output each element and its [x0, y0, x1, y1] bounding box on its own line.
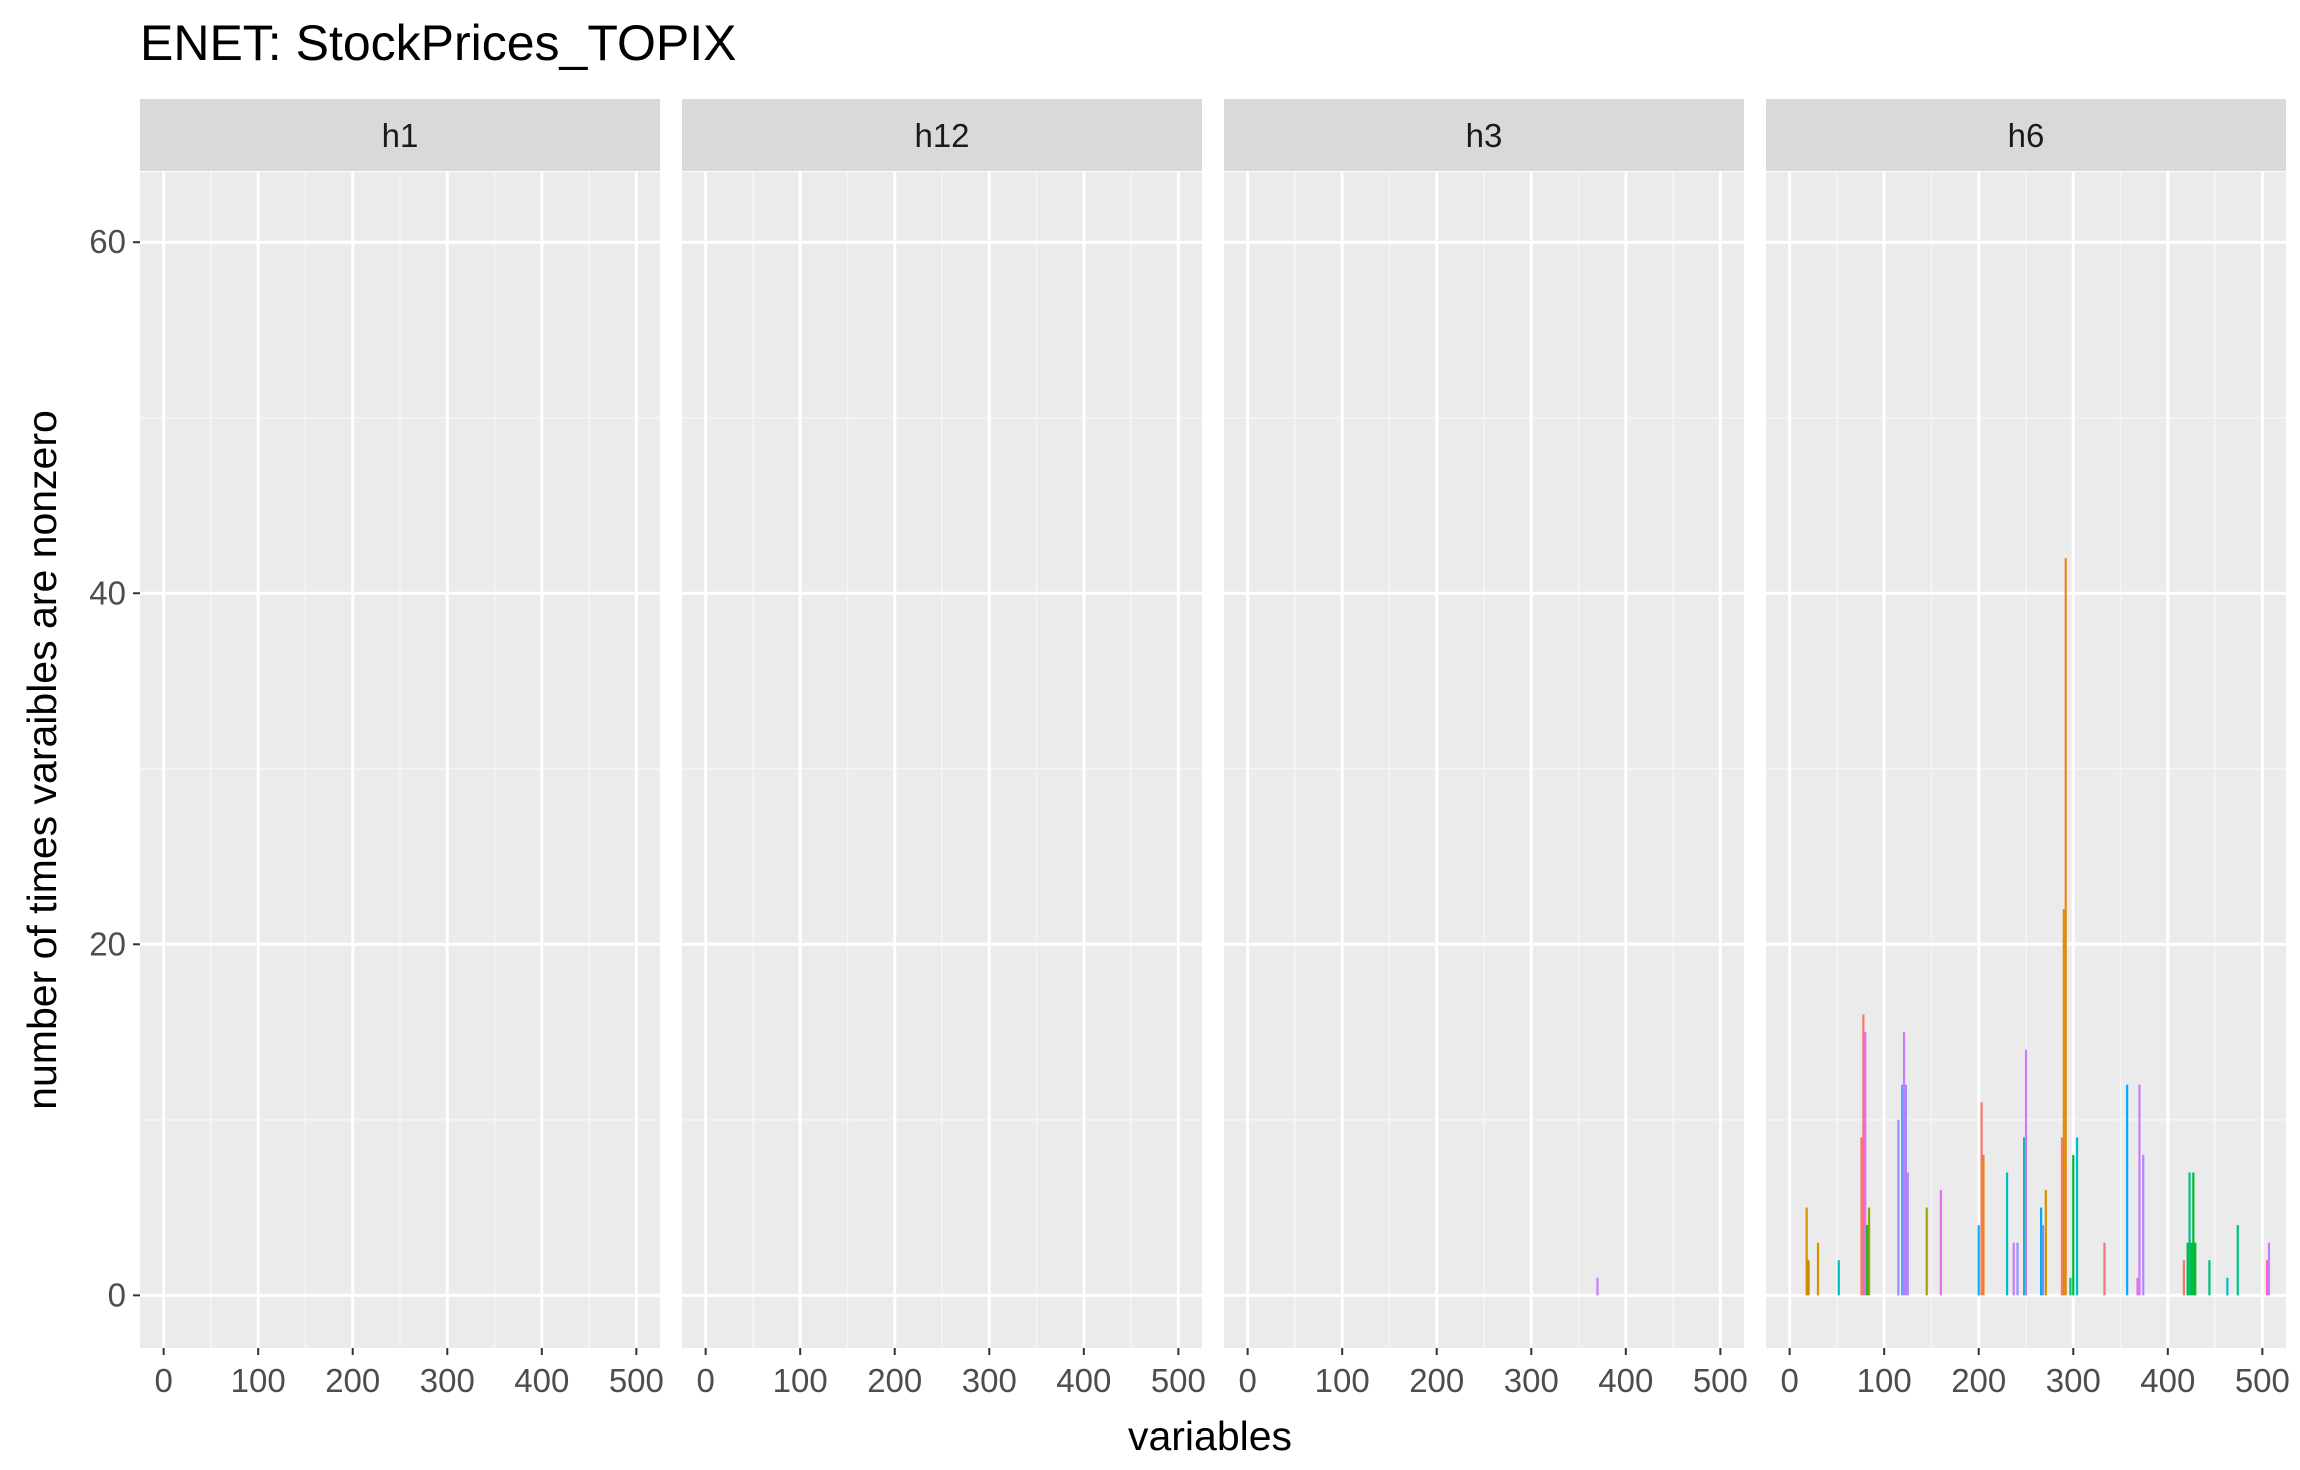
bar [1805, 1207, 1808, 1296]
bar [2236, 1225, 2239, 1296]
x-tick-label: 200 [325, 1362, 380, 1399]
y-tick-label: 60 [89, 223, 126, 260]
x-tick-label: 200 [1951, 1362, 2006, 1399]
bar [2023, 1137, 2026, 1296]
bar [1904, 1084, 1908, 1296]
facet-strip-label: h6 [2008, 117, 2045, 154]
bar [1862, 1014, 1865, 1296]
x-tick-label: 200 [1409, 1362, 1464, 1399]
x-tick-label: 400 [1056, 1362, 1111, 1399]
bar [2069, 1277, 2072, 1296]
bar [1807, 1260, 1810, 1296]
bar [2194, 1242, 2197, 1296]
bar [2182, 1260, 2185, 1296]
bar [2075, 1137, 2079, 1296]
bar [1902, 1032, 1906, 1296]
x-tick-label: 200 [867, 1362, 922, 1399]
x-tick-label: 300 [962, 1362, 1017, 1399]
bar [2012, 1242, 2015, 1296]
bar [2044, 1190, 2047, 1296]
x-tick-label: 300 [2046, 1362, 2101, 1399]
bar [1897, 1119, 1900, 1296]
bar [2208, 1260, 2211, 1296]
x-tick-label: 400 [514, 1362, 569, 1399]
bar [1816, 1242, 1820, 1296]
bar [1864, 1032, 1867, 1296]
bar [2062, 909, 2065, 1296]
facet-strip-label: h12 [914, 117, 969, 154]
bar [1925, 1207, 1928, 1296]
bar [2064, 558, 2067, 1296]
facet-strip [1766, 99, 2286, 171]
x-tick-label: 500 [2235, 1362, 2290, 1399]
facet-strip-label: h3 [1466, 117, 1503, 154]
bar [1866, 1225, 1869, 1296]
bar [2126, 1084, 2129, 1296]
facet-panel-h12: h12 0 100 200 300 400 500 [682, 99, 1206, 1399]
chart-title: ENET: StockPrices_TOPIX [140, 15, 736, 71]
y-tick-label: 20 [89, 925, 126, 962]
facet-strip [682, 99, 1202, 171]
bar [2192, 1172, 2195, 1296]
bar [1837, 1260, 1840, 1296]
y-tick-label: 40 [89, 574, 126, 611]
facet-panels: 0 20 40 60 h1 0 100 200 300 400 500 h12 0 100 200 300 40… [89, 99, 2290, 1399]
bar [2040, 1207, 2043, 1296]
x-tick-label: 0 [696, 1362, 714, 1399]
x-tick-label: 300 [1504, 1362, 1559, 1399]
x-tick-label: 100 [231, 1362, 286, 1399]
bar [1860, 1137, 1863, 1296]
x-tick-label: 500 [1151, 1362, 1206, 1399]
x-tick-label: 100 [773, 1362, 828, 1399]
x-tick-label: 0 [1238, 1362, 1256, 1399]
x-tick-label: 100 [1857, 1362, 1912, 1399]
bar [2138, 1084, 2141, 1296]
facet-panel-h6: h6 0 100 200 300 400 500 [1766, 99, 2290, 1399]
x-tick-label: 300 [420, 1362, 475, 1399]
bar [2024, 1049, 2028, 1296]
y-tick-label: 0 [108, 1276, 126, 1313]
y-axis-title: number of times varaibles are nonzero [19, 410, 65, 1110]
bar [2136, 1277, 2139, 1296]
bar [1939, 1190, 1943, 1296]
x-tick-label: 100 [1315, 1362, 1370, 1399]
bar [2072, 1154, 2075, 1296]
bar [2186, 1242, 2189, 1296]
bar [2267, 1242, 2271, 1296]
bar [2060, 1137, 2064, 1296]
x-axis-title: variables [1128, 1413, 1292, 1459]
bar [2041, 1225, 2045, 1296]
bar [2190, 1242, 2193, 1296]
bar [2265, 1260, 2269, 1296]
x-tick-label: 400 [2140, 1362, 2195, 1399]
bar [2005, 1172, 2009, 1296]
bar [2142, 1154, 2145, 1296]
facet-panel-h3: h3 0 100 200 300 400 500 [1224, 99, 1748, 1399]
bar [1906, 1172, 1909, 1296]
bar [2016, 1242, 2019, 1296]
facet-panel-h1: h1 0 100 200 300 400 500 [140, 99, 664, 1399]
bar [1977, 1225, 1980, 1296]
x-tick-label: 500 [1693, 1362, 1748, 1399]
facet-strip [1224, 99, 1744, 171]
bar [1867, 1207, 1871, 1296]
bar [2188, 1172, 2191, 1296]
x-tick-label: 0 [1780, 1362, 1798, 1399]
x-tick-label: 400 [1598, 1362, 1653, 1399]
bar [2103, 1242, 2106, 1296]
bar [1901, 1084, 1904, 1296]
bar [2226, 1277, 2229, 1296]
bar [1596, 1277, 1599, 1296]
x-tick-label: 0 [154, 1362, 172, 1399]
bar [1980, 1102, 1983, 1296]
facet-strip-label: h1 [382, 117, 419, 154]
x-tick-label: 500 [609, 1362, 664, 1399]
bar [1982, 1154, 1985, 1296]
facet-strip [140, 99, 660, 171]
